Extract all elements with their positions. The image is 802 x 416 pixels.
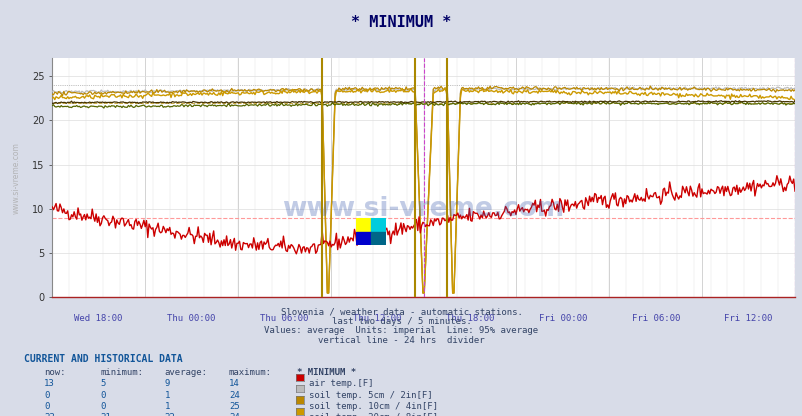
Text: minimum:: minimum: xyxy=(100,368,144,377)
Text: Wed 18:00: Wed 18:00 xyxy=(75,314,123,323)
Text: Fri 12:00: Fri 12:00 xyxy=(723,314,772,323)
Text: 22: 22 xyxy=(164,413,175,416)
Text: last two days / 5 minutes.: last two days / 5 minutes. xyxy=(331,317,471,326)
Text: Thu 18:00: Thu 18:00 xyxy=(445,314,493,323)
Text: 14: 14 xyxy=(229,379,239,389)
Text: Slovenia / weather data - automatic stations.: Slovenia / weather data - automatic stat… xyxy=(280,307,522,316)
Bar xyxy=(371,218,386,232)
Text: air temp.[F]: air temp.[F] xyxy=(309,379,373,389)
Text: * MINIMUM *: * MINIMUM * xyxy=(297,368,356,377)
Text: maximum:: maximum: xyxy=(229,368,272,377)
Text: 0: 0 xyxy=(44,391,50,400)
Text: 0: 0 xyxy=(44,402,50,411)
Text: soil temp. 20cm / 8in[F]: soil temp. 20cm / 8in[F] xyxy=(309,413,438,416)
Text: Fri 06:00: Fri 06:00 xyxy=(630,314,679,323)
Text: 21: 21 xyxy=(100,413,111,416)
Bar xyxy=(355,218,371,232)
Text: Thu 06:00: Thu 06:00 xyxy=(260,314,308,323)
Text: 24: 24 xyxy=(229,391,239,400)
Text: www.si-vreme.com: www.si-vreme.com xyxy=(282,196,564,222)
Text: CURRENT AND HISTORICAL DATA: CURRENT AND HISTORICAL DATA xyxy=(24,354,183,364)
Text: * MINIMUM *: * MINIMUM * xyxy=(351,15,451,30)
Text: 24: 24 xyxy=(229,413,239,416)
Bar xyxy=(355,232,371,245)
Text: 1: 1 xyxy=(164,402,170,411)
Text: soil temp. 5cm / 2in[F]: soil temp. 5cm / 2in[F] xyxy=(309,391,432,400)
Text: vertical line - 24 hrs  divider: vertical line - 24 hrs divider xyxy=(318,336,484,345)
Text: Thu 00:00: Thu 00:00 xyxy=(167,314,216,323)
Text: average:: average: xyxy=(164,368,208,377)
Text: now:: now: xyxy=(44,368,66,377)
Text: 23: 23 xyxy=(44,413,55,416)
Text: 1: 1 xyxy=(164,391,170,400)
Text: 13: 13 xyxy=(44,379,55,389)
Text: Values: average  Units: imperial  Line: 95% average: Values: average Units: imperial Line: 95… xyxy=(264,326,538,335)
Text: www.si-vreme.com: www.si-vreme.com xyxy=(12,142,21,214)
Text: 9: 9 xyxy=(164,379,170,389)
Text: 0: 0 xyxy=(100,391,106,400)
Text: 0: 0 xyxy=(100,402,106,411)
Text: Thu 12:00: Thu 12:00 xyxy=(353,314,401,323)
Bar xyxy=(371,232,386,245)
Text: soil temp. 10cm / 4in[F]: soil temp. 10cm / 4in[F] xyxy=(309,402,438,411)
Text: Fri 00:00: Fri 00:00 xyxy=(538,314,586,323)
Text: 5: 5 xyxy=(100,379,106,389)
Text: 25: 25 xyxy=(229,402,239,411)
